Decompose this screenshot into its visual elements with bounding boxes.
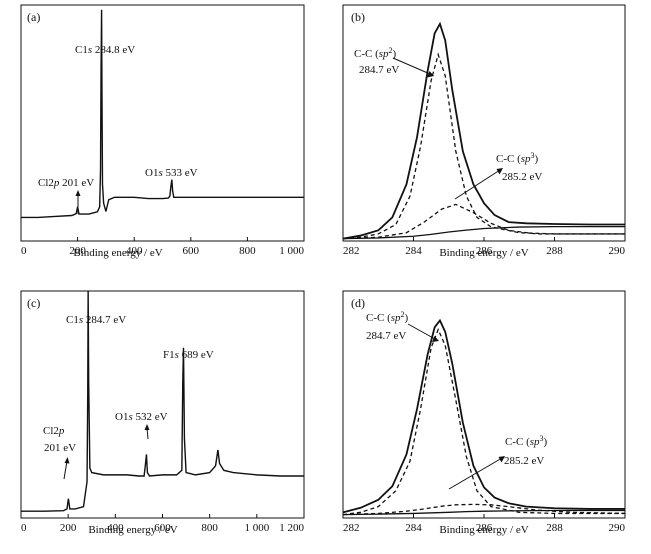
x-tick-label: 1 200: [279, 522, 304, 534]
panel-d-sp2-label: C-C (sp2): [366, 310, 409, 324]
panel-c-cl2p-arrow: [63, 460, 68, 480]
panel-d: (d) 282 284 286 288 290 Binding energy / eV …: [342, 290, 626, 536]
panel-b-sp3-value: 285.2 eV: [502, 171, 542, 183]
x-tick-label: 600: [154, 522, 171, 534]
panel-c-ticks: 0 200 400 600 800 1 000 1 200: [20, 514, 305, 534]
panel-b: (b) 282 284 286 288 290 Binding energy / eV …: [342, 4, 626, 259]
x-tick-label: 284: [405, 245, 422, 257]
panel-d-sp3-fit-line: [342, 503, 626, 516]
x-tick-label: 1 000: [244, 522, 269, 534]
panel-d-sp3-value: 285.2 eV: [504, 455, 544, 467]
panel-c-label: (c): [27, 296, 40, 310]
x-tick-label: 0: [21, 522, 27, 534]
panel-c-o1s-arrowhead: [144, 424, 150, 430]
panel-b-frame: [342, 4, 626, 242]
panel-c-cl2p-label: Cl2p: [43, 425, 65, 437]
panel-d-sp2-arrowhead: [432, 336, 439, 342]
panel-d-frame: [342, 290, 626, 519]
panel-c-o1s-label: O1s 532 eV: [115, 411, 168, 423]
x-tick-label: 288: [546, 522, 563, 534]
panel-d-ticks: 282 284 286 288 290: [342, 514, 626, 534]
panel-c: (c) 0 200 400 600 800 1 000 1 200 Binding ener…: [20, 290, 305, 536]
x-tick-label: 286: [476, 245, 493, 257]
x-tick-label: 600: [183, 245, 200, 257]
x-tick-label: 282: [343, 522, 360, 534]
panel-d-sp2-value: 284.7 eV: [366, 330, 406, 342]
panel-c-f1s-label: F1s 689 eV: [163, 349, 214, 361]
panel-b-sp2-fit-line: [342, 52, 625, 240]
panel-d-sp3-arrowhead: [498, 456, 505, 463]
panel-d-sp3-arrow: [448, 457, 503, 490]
panel-d-sp3-label: C-C (sp3): [505, 434, 548, 448]
panel-a-c1s-label: C1s 284.8 eV: [75, 44, 135, 56]
panel-a-cl2p-arrowhead: [75, 190, 81, 196]
x-tick-label: 800: [239, 245, 256, 257]
panel-c-cl2p-value: 201 eV: [44, 442, 76, 454]
panel-b-sp3-label: C-C (sp3): [496, 151, 539, 165]
panel-c-xlabel: Binding energy / eV: [88, 524, 177, 536]
panel-b-sp2-arrowhead: [427, 71, 434, 78]
x-tick-label: 200: [60, 522, 77, 534]
panel-a-ticks: 0 200 400 600 800 1 000: [20, 237, 305, 257]
panel-d-sp2-fit-line: [342, 327, 625, 516]
panel-a-xlabel: Binding energy / eV: [73, 247, 162, 259]
panel-b-xlabel: Binding energy / eV: [439, 247, 528, 259]
panel-a: (a) 0 200 400 600 800 1 000 Binding energy / …: [20, 4, 305, 259]
x-tick-label: 290: [609, 245, 626, 257]
x-tick-label: 284: [405, 522, 422, 534]
panel-b-ticks: 282 284 286 288 290: [342, 237, 626, 257]
x-tick-label: 400: [107, 522, 124, 534]
panel-b-sp2-arrow: [392, 57, 431, 75]
panel-c-frame: [20, 290, 305, 519]
panel-d-xlabel: Binding energy / eV: [439, 524, 528, 536]
x-tick-label: 200: [69, 245, 86, 257]
panel-b-label: (b): [351, 10, 365, 24]
panel-c-survey-line: [21, 290, 304, 512]
x-tick-label: 288: [546, 245, 563, 257]
x-tick-label: 0: [21, 245, 27, 257]
panel-a-frame: [20, 4, 305, 242]
panel-a-o1s-label: O1s 533 eV: [145, 167, 198, 179]
x-tick-label: 400: [126, 245, 143, 257]
panel-b-sp3-arrowhead: [496, 168, 503, 175]
panel-c-cl2p-arrowhead: [64, 457, 70, 464]
panel-a-survey-line: [21, 9, 304, 219]
panel-d-sp2-arrow: [407, 323, 436, 340]
panel-a-label: (a): [27, 10, 40, 24]
panel-a-cl2p-label: Cl2p 201 eV: [38, 177, 94, 189]
x-tick-label: 1 000: [279, 245, 304, 257]
x-tick-label: 800: [201, 522, 218, 534]
x-tick-label: 290: [609, 522, 626, 534]
panel-b-envelope-line: [342, 21, 625, 240]
x-tick-label: 286: [476, 522, 493, 534]
x-tick-label: 282: [343, 245, 360, 257]
panel-d-label: (d): [351, 296, 365, 310]
panel-d-envelope-line: [342, 318, 625, 514]
panel-b-sp3-fit-line: [342, 203, 625, 240]
panel-c-c1s-label: C1s 284.7 eV: [66, 314, 126, 326]
panel-b-sp2-label: C-C (sp2): [354, 46, 397, 60]
panel-b-background-line: [342, 225, 625, 240]
panel-b-sp3-arrow: [454, 169, 501, 200]
panel-d-background-line: [342, 509, 625, 516]
panel-b-sp2-value: 284.7 eV: [359, 64, 399, 76]
